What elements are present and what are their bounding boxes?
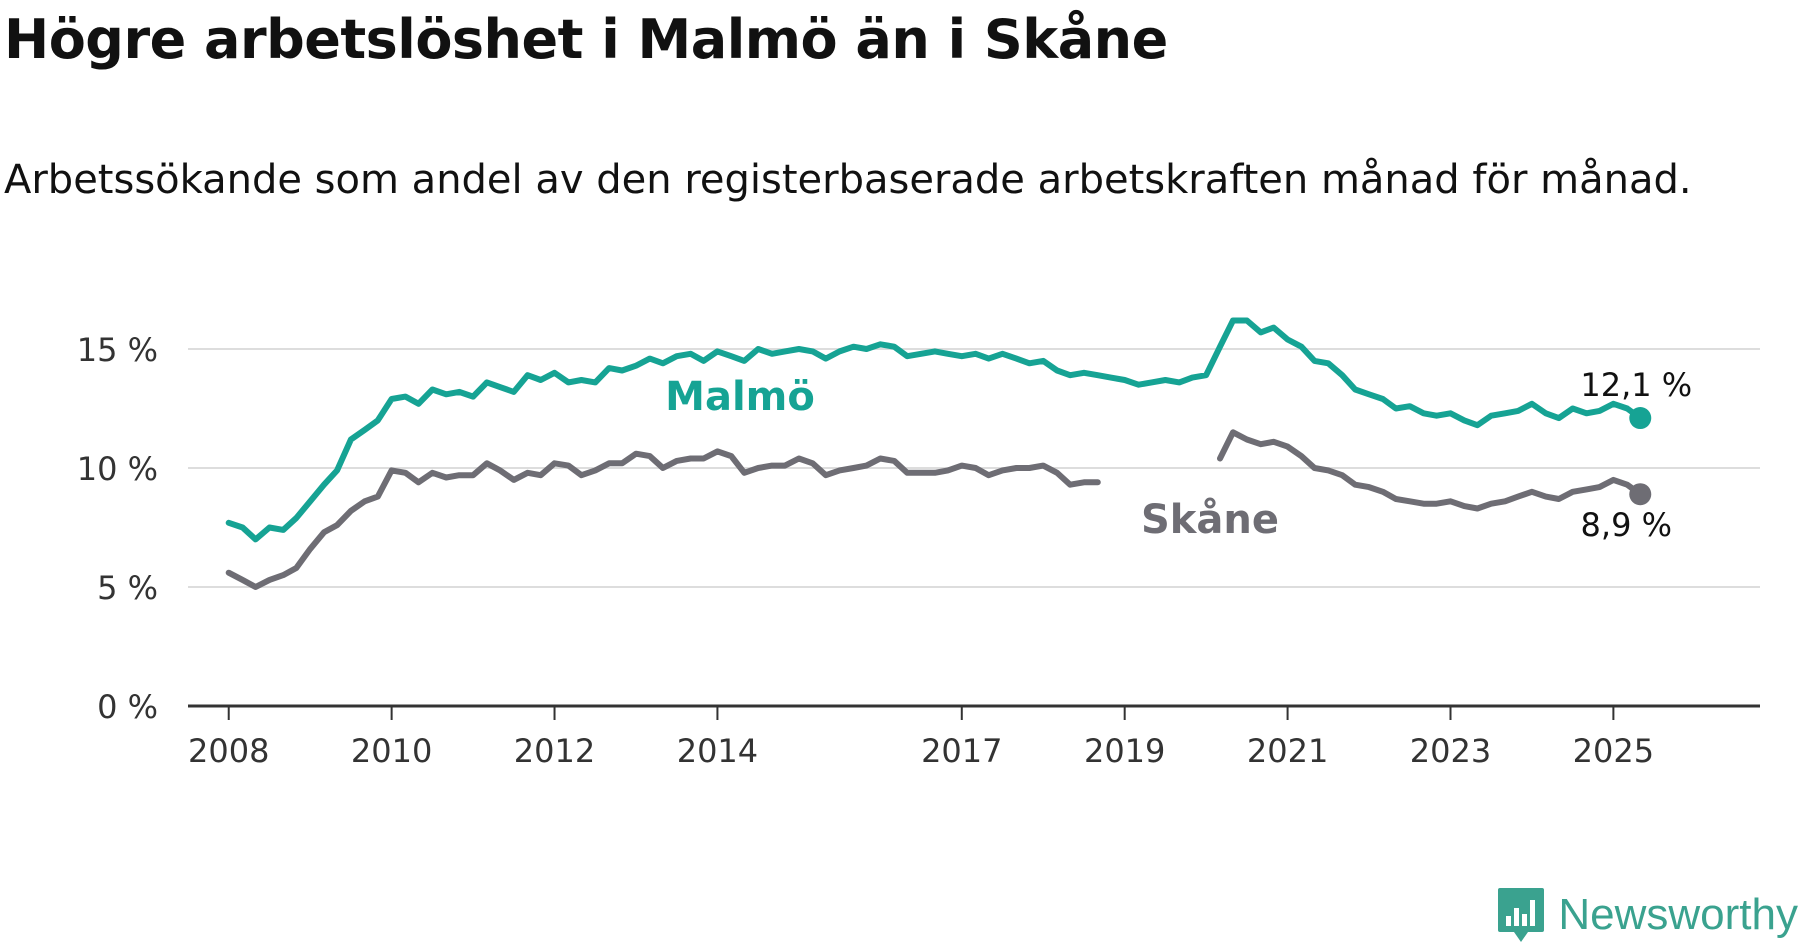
x-tick-label: 2023 bbox=[1410, 732, 1491, 770]
x-tick-label: 2019 bbox=[1084, 732, 1165, 770]
series-line-skane bbox=[225, 448, 1101, 590]
y-axis-tick-labels: 0 % 5 % 10 % 15 % bbox=[77, 331, 158, 726]
end-value-label-malmo: 12,1 % bbox=[1580, 366, 1692, 404]
y-tick-label: 10 % bbox=[77, 450, 158, 488]
series-line-skane bbox=[1217, 429, 1644, 512]
brand-name: Newsworthy bbox=[1558, 890, 1798, 939]
x-axis: 2008 2010 2012 2014 2017 2019 2021 2023 2025 bbox=[188, 704, 1760, 770]
x-tick-label: 2010 bbox=[351, 732, 432, 770]
y-tick-label: 0 % bbox=[97, 688, 158, 726]
chart-subtitle: Arbetssökande som andel av den registerb… bbox=[4, 157, 1692, 203]
end-point-marker bbox=[1629, 407, 1652, 430]
series-label-malmo: Malmö bbox=[665, 374, 815, 420]
newsworthy-logo-icon bbox=[1498, 888, 1545, 942]
x-tick-label: 2021 bbox=[1247, 732, 1328, 770]
x-tick-label: 2008 bbox=[188, 732, 269, 770]
series-label-skane-halo: Skåne bbox=[1141, 496, 1279, 543]
x-tick-label: 2014 bbox=[677, 732, 758, 770]
series-label-skane: Skåne bbox=[1141, 496, 1279, 543]
series-lines bbox=[225, 317, 1652, 590]
end-value-label-skane: 8,9 % bbox=[1581, 506, 1672, 544]
x-tick-label: 2017 bbox=[921, 732, 1002, 770]
y-tick-label: 15 % bbox=[77, 331, 158, 369]
newsworthy-brand: Newsworthy bbox=[1496, 886, 1798, 944]
series-line-malmo bbox=[225, 317, 1644, 543]
end-point-marker bbox=[1629, 483, 1652, 506]
x-tick-label: 2025 bbox=[1573, 732, 1654, 770]
chart-title: Högre arbetslöshet i Malmö än i Skåne bbox=[4, 8, 1168, 71]
x-tick-label: 2012 bbox=[514, 732, 595, 770]
series-label-malmo-halo: Malmö bbox=[665, 374, 815, 420]
y-tick-label: 5 % bbox=[97, 569, 158, 607]
